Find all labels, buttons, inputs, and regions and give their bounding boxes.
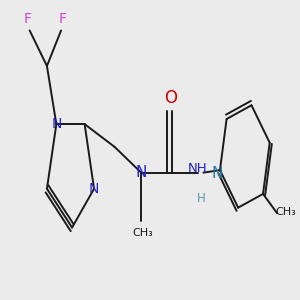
Text: F: F xyxy=(58,12,67,26)
Text: CH₃: CH₃ xyxy=(132,228,153,238)
Text: CH₃: CH₃ xyxy=(276,207,296,217)
Text: H: H xyxy=(196,192,205,205)
Text: NH: NH xyxy=(188,162,208,175)
Text: N: N xyxy=(51,117,62,131)
Text: O: O xyxy=(164,89,178,107)
Text: N: N xyxy=(136,165,147,180)
Text: N: N xyxy=(89,182,99,196)
Text: N: N xyxy=(211,166,223,181)
Text: F: F xyxy=(24,12,32,26)
